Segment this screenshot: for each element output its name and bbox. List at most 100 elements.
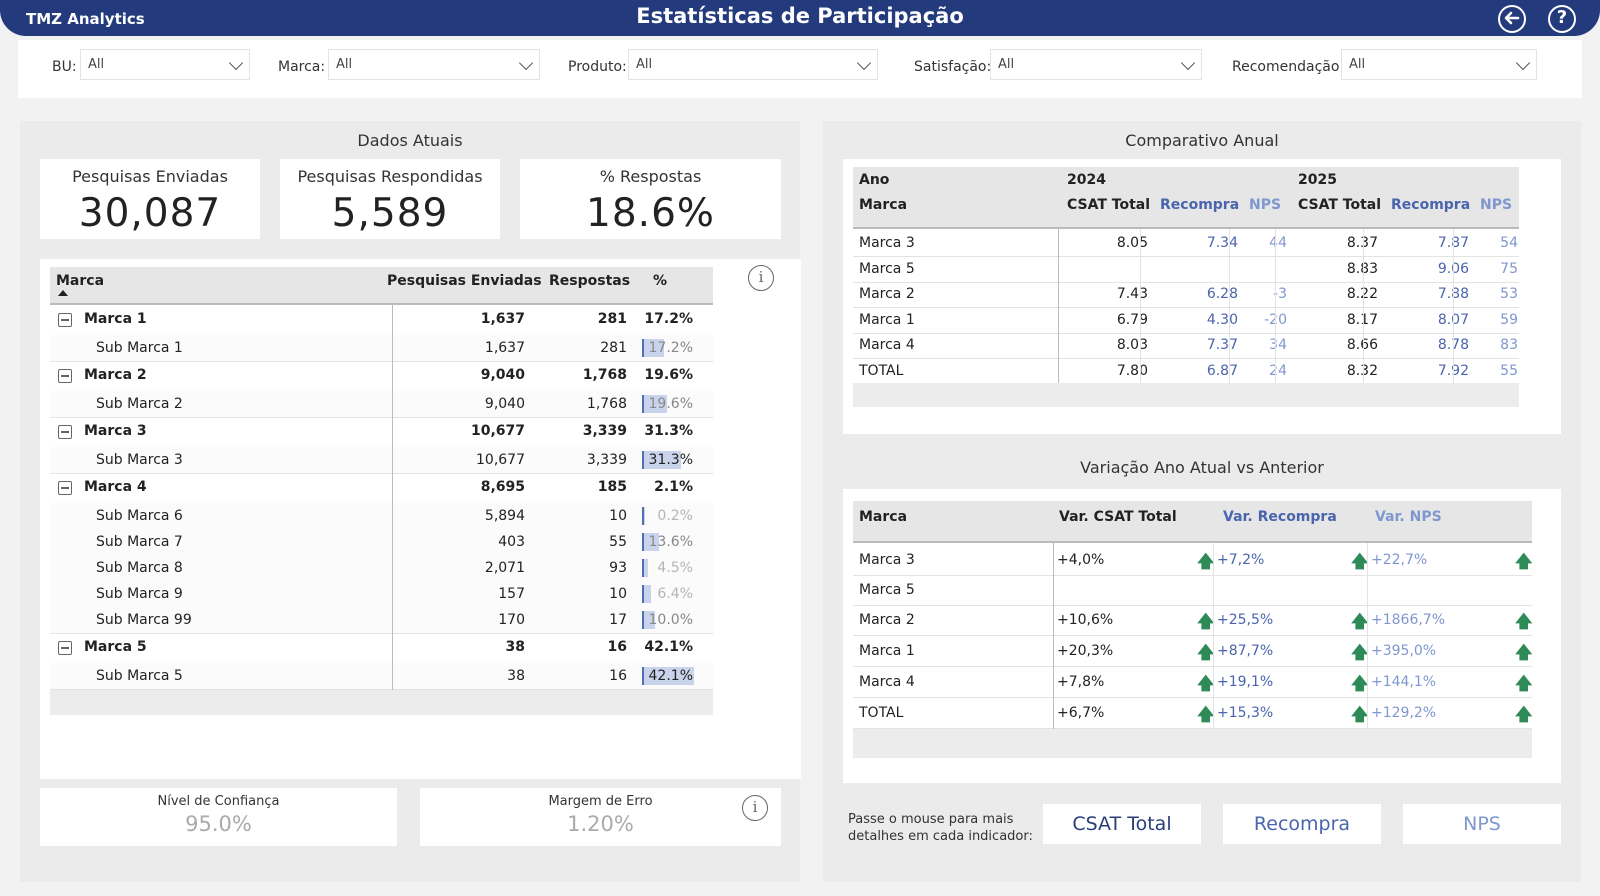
pct-value: 31.3% bbox=[648, 452, 693, 468]
filter-satisfacao-dropdown[interactable]: All bbox=[990, 49, 1202, 80]
sort-ascending-icon[interactable] bbox=[58, 290, 68, 296]
kpi-pct-respostas: % Respostas 18.6% bbox=[520, 159, 781, 239]
collapse-icon[interactable] bbox=[58, 481, 72, 495]
legend-csat-button[interactable]: CSAT Total bbox=[1043, 804, 1201, 844]
enviadas-value: 38 bbox=[507, 668, 525, 684]
col-marca[interactable]: Marca bbox=[859, 197, 908, 213]
brand-logo: TMZ Analytics bbox=[26, 10, 145, 28]
margem-erro-label: Margem de Erro bbox=[548, 794, 653, 809]
collapse-icon[interactable] bbox=[58, 313, 72, 327]
table-row[interactable]: Marca 1 6.79 4.30-20 8.17 8.07 59 bbox=[853, 308, 1519, 333]
pct-value: 13.6% bbox=[648, 534, 693, 550]
col-nps-2024[interactable]: NPS bbox=[1249, 197, 1282, 213]
table-row[interactable]: Marca 2 +10,6% 🡅 +25,5% 🡅 +1866,7% 🡅 bbox=[853, 605, 1532, 635]
info-icon[interactable]: i bbox=[742, 795, 768, 821]
pct-databar bbox=[643, 451, 681, 469]
row-divider bbox=[853, 605, 1532, 606]
col-recompra-2025[interactable]: Recompra bbox=[1391, 197, 1471, 213]
group-row[interactable]: Marca 5 38 16 42.1% bbox=[50, 633, 713, 663]
arrow-up-icon: 🡅 bbox=[1351, 643, 1369, 663]
table-row[interactable]: Sub Marca 9 157 10 6.4% bbox=[50, 581, 713, 607]
col-csat-2025[interactable]: CSAT Total bbox=[1298, 197, 1382, 213]
respostas-value: 16 bbox=[609, 668, 627, 684]
table-row[interactable]: Marca 5 8.83 9.06 75 bbox=[853, 257, 1519, 282]
filter-produto-dropdown[interactable]: All bbox=[628, 49, 878, 80]
filter-recomendacao-dropdown[interactable]: All bbox=[1341, 49, 1537, 80]
table-row[interactable]: Sub Marca 1 1,637 281 17.2% bbox=[50, 335, 713, 361]
marca-name: Marca 5 bbox=[84, 639, 147, 655]
table-row[interactable]: Marca 2 7.43 6.28 -3 8.22 7.88 53 bbox=[853, 282, 1519, 307]
col-pesquisas-enviadas[interactable]: Pesquisas Enviadas bbox=[387, 273, 542, 289]
metric-value: 8.83 bbox=[1298, 261, 1378, 277]
filter-marca-dropdown[interactable]: All bbox=[328, 49, 540, 80]
column-divider bbox=[1363, 229, 1364, 407]
table-row[interactable]: Marca 4 +7,8% 🡅 +19,1% 🡅 +144,1% 🡅 bbox=[853, 667, 1532, 697]
table-row[interactable]: Sub Marca 7 403 55 13.6% bbox=[50, 529, 713, 555]
metric-value: 44 bbox=[1269, 235, 1287, 251]
table-row[interactable]: Sub Marca 3 10,677 3,339 31.3% bbox=[50, 447, 713, 473]
table-row[interactable]: Sub Marca 5 38 16 42.1% bbox=[50, 663, 713, 689]
group-row[interactable]: Marca 3 10,677 3,339 31.3% bbox=[50, 417, 713, 447]
col-var-nps[interactable]: Var. NPS bbox=[1375, 509, 1442, 525]
collapse-icon[interactable] bbox=[58, 641, 72, 655]
col-var-csat[interactable]: Var. CSAT Total bbox=[1059, 509, 1177, 525]
col-marca[interactable]: Marca bbox=[859, 509, 908, 525]
marca-name: Marca 3 bbox=[859, 235, 915, 251]
kpi-pesquisas-respondidas: Pesquisas Respondidas 5,589 bbox=[280, 159, 500, 239]
group-row[interactable]: Marca 2 9,040 1,768 19.6% bbox=[50, 361, 713, 391]
col-pct[interactable]: % bbox=[653, 273, 668, 289]
chevron-down-icon bbox=[856, 55, 872, 71]
col-csat-2024[interactable]: CSAT Total bbox=[1067, 197, 1151, 213]
legend-nps-button[interactable]: NPS bbox=[1403, 804, 1561, 844]
col-var-recompra[interactable]: Var. Recompra bbox=[1223, 509, 1337, 525]
var-value: +25,5% bbox=[1217, 612, 1274, 628]
table-row[interactable]: Marca 3 8.05 7.34 44 8.37 7.87 54 bbox=[853, 231, 1519, 256]
row-divider bbox=[853, 281, 1519, 283]
enviadas-value: 10,677 bbox=[476, 452, 525, 468]
pct-databar-axis bbox=[642, 533, 644, 551]
col-respostas[interactable]: Respostas bbox=[549, 273, 631, 289]
table-row[interactable]: Sub Marca 6 5,894 10 0.2% bbox=[50, 503, 713, 529]
table-row[interactable]: Sub Marca 99 170 17 10.0% bbox=[50, 607, 713, 633]
row-divider bbox=[853, 358, 1519, 359]
table-row[interactable]: TOTAL 7.80 6.87 24 8.32 7.92 55 bbox=[853, 359, 1519, 384]
col-marca[interactable]: Marca bbox=[56, 273, 105, 289]
var-value: +22,7% bbox=[1371, 552, 1428, 568]
marca-name: Sub Marca 7 bbox=[96, 534, 183, 550]
help-icon[interactable]: ? bbox=[1548, 5, 1576, 33]
table-row[interactable]: Sub Marca 2 9,040 1,768 19.6% bbox=[50, 391, 713, 417]
info-icon[interactable]: i bbox=[748, 265, 774, 291]
col-nps-2025[interactable]: NPS bbox=[1480, 197, 1513, 213]
col-recompra-2024[interactable]: Recompra bbox=[1160, 197, 1240, 213]
chevron-down-icon bbox=[1180, 55, 1196, 71]
nivel-confianca-card: Nível de Confiança 95.0% bbox=[40, 788, 397, 846]
enviadas-value: 9,040 bbox=[484, 396, 525, 412]
pct-databar-axis bbox=[642, 667, 644, 685]
table-row[interactable]: Marca 5 bbox=[853, 575, 1532, 605]
pct-value: 0.2% bbox=[657, 508, 693, 524]
table-row[interactable]: Marca 3 +4,0% 🡅 +7,2% 🡅 +22,7% 🡅 bbox=[853, 545, 1532, 575]
metric-value: 7.80 bbox=[1116, 362, 1148, 379]
arrow-up-icon: 🡅 bbox=[1351, 674, 1369, 694]
pct-databar bbox=[643, 339, 664, 357]
filter-label-bu: BU: bbox=[52, 59, 77, 75]
filter-label-marca: Marca: bbox=[278, 59, 326, 75]
metric-value: 83 bbox=[1500, 337, 1518, 353]
group-row[interactable]: Marca 4 8,695 185 2.1% bbox=[50, 473, 713, 503]
filter-bu-dropdown[interactable]: All bbox=[80, 49, 250, 80]
pct-value: 6.4% bbox=[657, 586, 693, 602]
collapse-icon[interactable] bbox=[58, 425, 72, 439]
table-row[interactable]: Marca 1 +20,3% 🡅 +87,7% 🡅 +395,0% 🡅 bbox=[853, 636, 1532, 666]
row-divider bbox=[50, 633, 713, 634]
collapse-icon[interactable] bbox=[58, 369, 72, 383]
table-row[interactable]: Sub Marca 8 2,071 93 4.5% bbox=[50, 555, 713, 581]
var-value: +1866,7% bbox=[1371, 612, 1446, 628]
respostas-value: 3,339 bbox=[586, 452, 627, 468]
table-row[interactable]: Marca 4 8.03 7.37 34 8.66 8.78 83 bbox=[853, 333, 1519, 358]
legend-recompra-button[interactable]: Recompra bbox=[1223, 804, 1381, 844]
back-arrow-icon[interactable] bbox=[1498, 5, 1526, 33]
group-row[interactable]: Marca 1 1,637 281 17.2% bbox=[50, 305, 713, 335]
pct-value: 2.1% bbox=[654, 479, 693, 495]
table-row[interactable]: TOTAL +6,7% 🡅 +15,3% 🡅 +129,2% 🡅 bbox=[853, 698, 1532, 728]
row-divider bbox=[853, 307, 1519, 308]
